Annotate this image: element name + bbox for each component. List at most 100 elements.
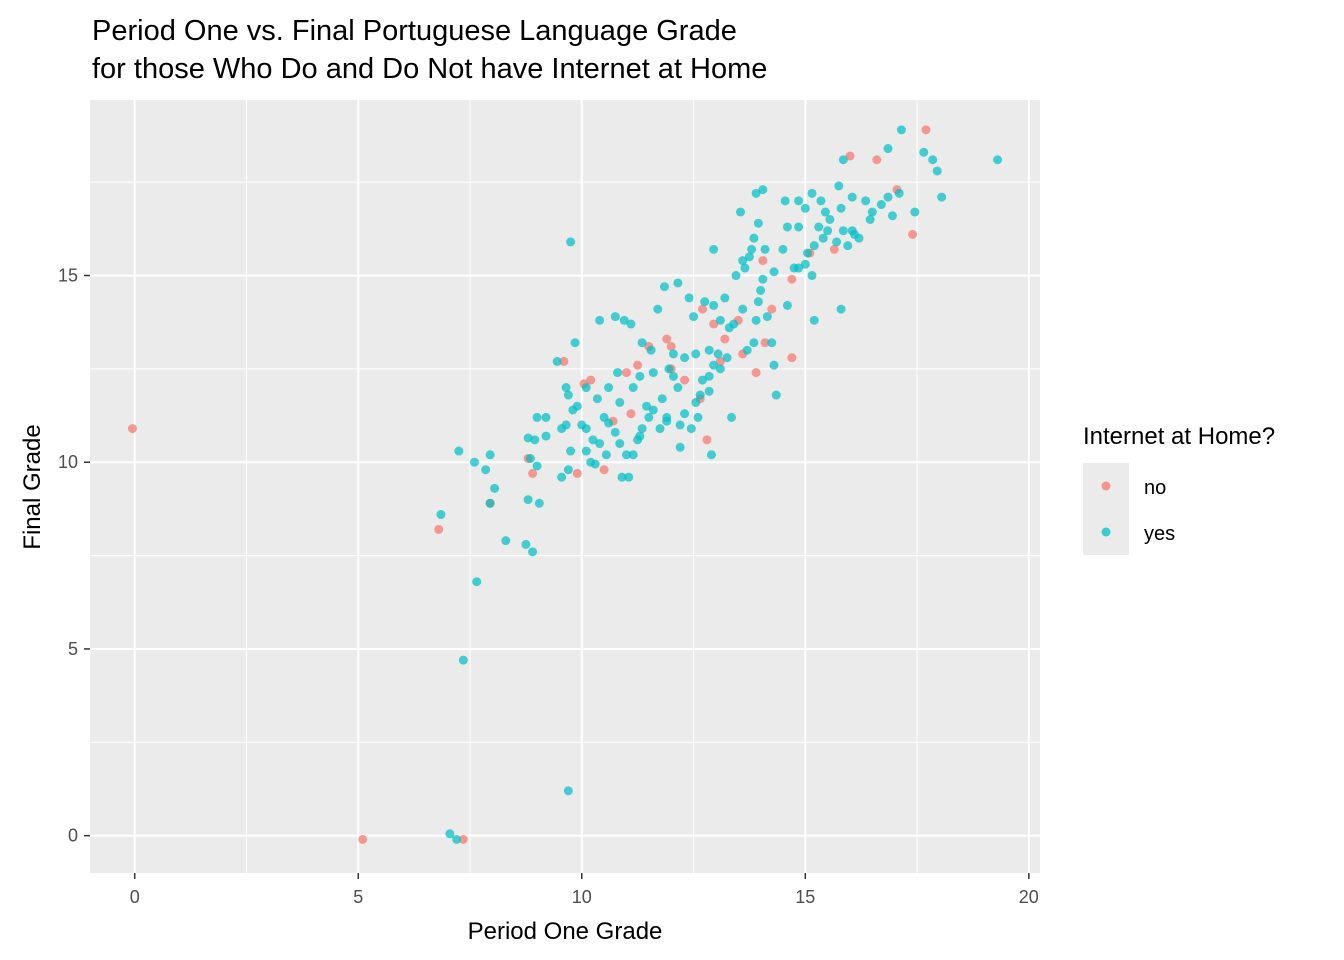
point-yes — [595, 315, 605, 325]
point-yes — [581, 383, 591, 393]
point-yes — [803, 248, 813, 258]
point-yes — [686, 424, 696, 434]
point-no — [908, 229, 918, 239]
point-yes — [528, 547, 538, 557]
point-yes — [445, 829, 455, 839]
point-no — [528, 468, 538, 478]
point-yes — [727, 412, 737, 422]
point-no — [662, 334, 672, 344]
point-yes — [628, 383, 638, 393]
point-yes — [780, 196, 790, 206]
point-no — [434, 524, 444, 534]
point-yes — [532, 461, 542, 471]
point-yes — [865, 214, 875, 224]
point-yes — [570, 338, 580, 348]
point-yes — [458, 655, 468, 665]
point-yes — [838, 155, 848, 165]
point-yes — [604, 418, 614, 428]
point-yes — [644, 412, 654, 422]
point-yes — [747, 244, 757, 254]
point-yes — [722, 353, 732, 363]
y-axis-title: Final Grade — [19, 424, 46, 549]
point-yes — [653, 304, 663, 314]
point-no — [872, 155, 882, 165]
point-yes — [836, 203, 846, 213]
point-yes — [566, 446, 576, 456]
point-no — [760, 338, 770, 348]
point-yes — [436, 510, 446, 520]
point-no — [680, 375, 690, 385]
point-yes — [932, 166, 942, 176]
legend-dot-yes — [1101, 527, 1111, 537]
point-no — [787, 353, 797, 363]
point-yes — [664, 364, 674, 374]
point-yes — [769, 267, 779, 277]
point-yes — [563, 786, 573, 796]
y-tick-label: 15 — [58, 266, 78, 286]
legend-label-yes: yes — [1144, 523, 1175, 545]
point-yes — [501, 536, 511, 546]
point-yes — [557, 424, 567, 434]
point-yes — [581, 424, 591, 434]
point-yes — [740, 263, 750, 273]
point-yes — [704, 345, 714, 355]
point-yes — [469, 457, 479, 467]
point-yes — [673, 383, 683, 393]
point-yes — [807, 188, 817, 198]
point-no — [572, 468, 582, 478]
point-yes — [713, 349, 723, 359]
point-yes — [735, 207, 745, 217]
point-yes — [689, 312, 699, 322]
point-yes — [847, 192, 857, 202]
point-yes — [485, 498, 495, 508]
axis-ticks: 0 5 10 15 20 0 5 10 15 — [58, 266, 1039, 907]
point-no — [626, 409, 636, 419]
point-yes — [595, 439, 605, 449]
point-yes — [648, 368, 658, 378]
point-yes — [861, 196, 871, 206]
point-yes — [715, 364, 725, 374]
point-yes — [767, 338, 777, 348]
point-yes — [896, 125, 906, 135]
point-no — [697, 304, 707, 314]
y-tick-label: 10 — [58, 452, 78, 472]
point-yes — [818, 233, 828, 243]
point-yes — [615, 397, 625, 407]
point-yes — [485, 450, 495, 460]
point-yes — [613, 368, 623, 378]
point-yes — [637, 338, 647, 348]
point-yes — [523, 433, 533, 443]
point-yes — [887, 211, 897, 221]
point-yes — [642, 401, 652, 411]
point-yes — [807, 271, 817, 281]
point-yes — [557, 472, 567, 482]
point-yes — [809, 241, 819, 251]
point-yes — [525, 453, 535, 463]
point-yes — [552, 356, 562, 366]
point-yes — [709, 360, 719, 370]
point-yes — [709, 244, 719, 254]
point-yes — [800, 203, 810, 213]
point-no — [666, 341, 676, 351]
point-no — [458, 834, 468, 844]
y-tick-label: 0 — [68, 826, 78, 846]
point-yes — [523, 495, 533, 505]
legend-title: Internet at Home? — [1083, 423, 1275, 450]
point-yes — [744, 252, 754, 262]
point-yes — [700, 297, 710, 307]
point-yes — [610, 312, 620, 322]
point-yes — [883, 144, 893, 154]
point-yes — [691, 349, 701, 359]
legend-label-no: no — [1144, 477, 1166, 499]
point-yes — [601, 450, 611, 460]
point-yes — [617, 472, 627, 482]
point-yes — [610, 427, 620, 437]
point-yes — [769, 360, 779, 370]
point-yes — [619, 315, 629, 325]
point-yes — [668, 349, 678, 359]
point-yes — [800, 259, 810, 269]
chart-title-line-1: Period One vs. Final Portuguese Language… — [92, 15, 737, 47]
point-yes — [675, 442, 685, 452]
point-yes — [541, 412, 551, 422]
